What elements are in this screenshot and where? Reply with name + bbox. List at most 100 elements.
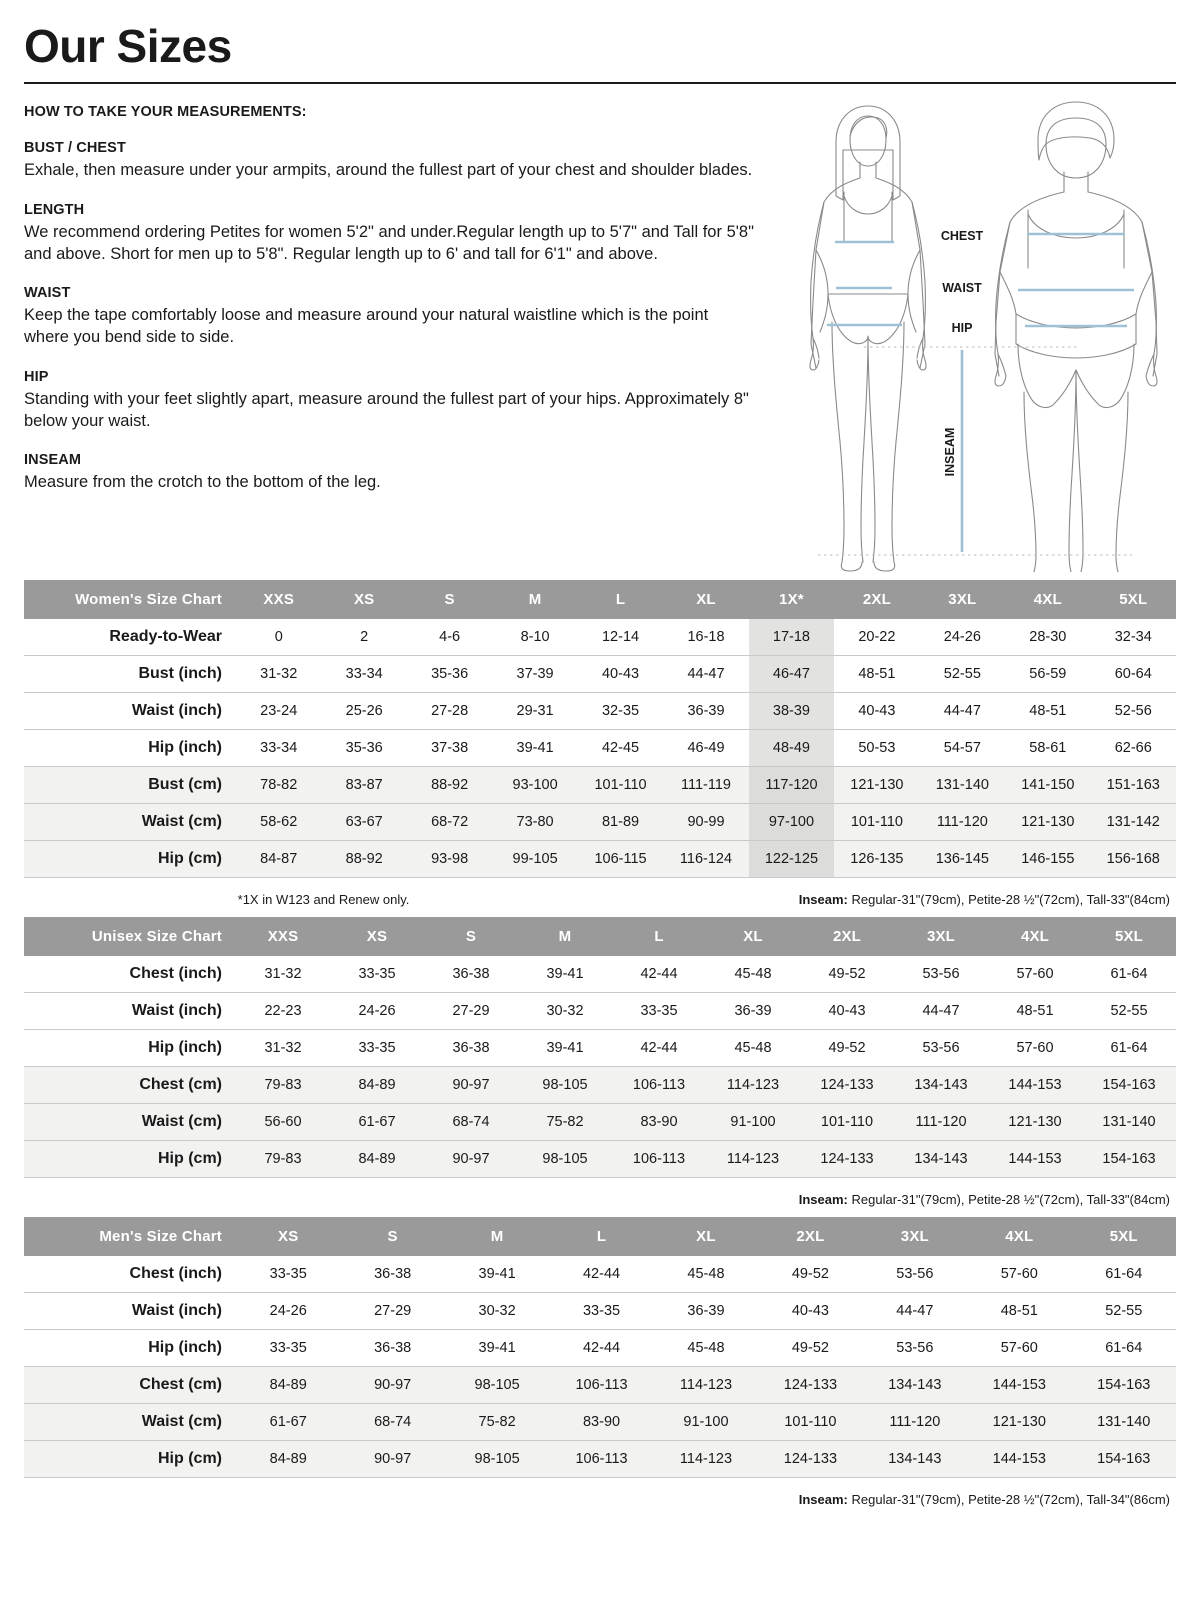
table-cell: 44-47 [896,1303,934,1320]
row-label: Waist (cm) [24,1103,236,1141]
column-header-3xl: 3XL [894,917,988,957]
column-header-4xl: 4XL [988,917,1082,957]
instruction-body: Keep the tape comfortably loose and meas… [24,306,709,347]
table-cell: 98-105 [444,1440,550,1478]
table-cell: 24-26 [269,1303,307,1320]
table-cell: 84-89 [330,1140,424,1178]
column-header-xs: XS [330,917,424,957]
body-measurement-diagram: CHEST WAIST HIP INSEAM [780,84,1176,573]
table-cell: 42-44 [582,1266,621,1283]
table-cell: 124-133 [758,1440,863,1478]
column-header-s: S [406,580,493,620]
table-cell: 114-123 [706,1066,800,1104]
table-cell: 61-67 [330,1103,424,1141]
table-cell: 36-39 [687,1303,725,1320]
table-block-unisex: Unisex Size Chart XXS XS S M L XL 2XL 3XL 4XL 5XL C… [24,917,1176,1209]
table-cell: 114-123 [653,1366,759,1404]
table-cell: 90-97 [340,1440,445,1478]
table-cell: 144-153 [988,1066,1082,1104]
table-cell: 45-48 [734,966,772,983]
table-cell: 39-41 [546,1040,584,1057]
table-cell: 56-59 [1029,666,1067,683]
row-label: Waist (inch) [131,702,222,720]
table-cell: 114-123 [653,1440,759,1478]
column-header-5xl: 5XL [1082,917,1176,957]
instruction-title: WAIST [24,285,71,302]
column-header-l: L [549,1217,654,1257]
table-row: Waist (inch) 22-23 24-26 27-29 30-32 33-35 36-… [24,993,1176,1030]
table-cell: 106-113 [549,1440,654,1478]
table-cell: 44-47 [687,666,725,683]
table-cell: 121-130 [988,1103,1082,1141]
table-row: Hip (inch) 31-32 33-35 36-38 39-41 42-44 45-48… [24,1030,1176,1067]
table-cell: 30-32 [546,1003,584,1020]
table-cell: 90-97 [340,1366,445,1404]
table-cell: 33-35 [640,1003,678,1020]
row-label: Bust (inch) [138,665,222,683]
table-cell: 38-39 [748,692,835,730]
table-cell: 84-87 [236,840,322,878]
row-label: Hip (cm) [24,1440,236,1478]
table-cell: 144-153 [967,1440,1072,1478]
table-cell: 122-125 [748,840,835,878]
table-cell: 52-55 [1110,1003,1148,1020]
table-row: Chest (cm) 79-83 84-89 90-97 98-105 106-113 11… [24,1066,1176,1104]
table-cell: 36-38 [374,1266,412,1283]
table-cell: 121-130 [967,1403,1072,1441]
table-cell: 53-56 [896,1340,934,1357]
table-header-row: Women's Size Chart XXS XS S M L XL 1X* 2XL 3XL 4XL… [24,580,1176,620]
table-cell: 136-145 [919,840,1006,878]
mens-table-title: Men's Size Chart [24,1217,236,1257]
table-cell: 116-124 [663,840,749,878]
column-header-4xl: 4XL [1005,580,1091,620]
unisex-table-title: Unisex Size Chart [24,917,236,957]
instruction-section-length: LENGTH We recommend ordering Petites for… [24,202,776,266]
table-cell: 131-140 [919,766,1006,804]
row-label: Chest (inch) [129,965,222,983]
table-cell: 68-72 [406,803,493,841]
row-label: Waist (inch) [131,1302,222,1320]
table-cell: 42-45 [601,740,640,757]
column-header-xs: XS [321,580,407,620]
table-row: Chest (inch) 33-35 36-38 39-41 42-44 45-48 49-… [24,1256,1176,1293]
womens-table-notes: *1X in W123 and Renew only. Inseam: Regul… [24,892,1176,909]
table-cell: 98-105 [518,1140,612,1178]
table-cell: 57-60 [1000,1340,1038,1357]
table-cell: 84-89 [236,1440,341,1478]
table-cell: 131-142 [1090,803,1176,841]
table-cell: 90-97 [424,1140,518,1178]
table-cell: 124-133 [800,1066,894,1104]
table-cell: 106-113 [612,1066,706,1104]
table-cell: 48-51 [1016,1003,1054,1020]
column-header-xs: XS [236,1217,341,1257]
table-cell: 134-143 [862,1440,968,1478]
table-cell: 2 [360,629,369,646]
table-cell: 131-140 [1082,1103,1176,1141]
table-cell: 31-32 [260,666,298,683]
table-cell: 126-135 [834,840,920,878]
table-row: Hip (cm) 79-83 84-89 90-97 98-105 106-113 114-… [24,1140,1176,1178]
table-cell: 35-36 [431,666,469,683]
footnote-inseam-label: Inseam: [798,1192,848,1208]
table-cell: 46-49 [687,740,725,757]
table-cell: 99-105 [492,840,578,878]
table-cell: 30-32 [478,1303,516,1320]
table-cell: 68-74 [424,1103,518,1141]
column-header-2xl: 2XL [834,580,920,620]
table-cell: 33-34 [345,666,383,683]
female-measure-lines [827,240,903,327]
table-cell: 29-31 [516,703,554,720]
table-cell: 39-41 [546,966,584,983]
table-cell: 24-26 [943,629,981,646]
instruction-section-waist: WAIST Keep the tape comfortably loose an… [24,285,776,349]
row-label: Hip (cm) [24,840,236,878]
table-cell: 42-44 [640,966,678,983]
table-cell: 151-163 [1090,766,1176,804]
table-cell: 17-18 [748,619,835,656]
table-cell: 134-143 [894,1140,988,1178]
table-cell: 61-64 [1105,1340,1143,1357]
column-header-3xl: 3XL [862,1217,968,1257]
table-cell: 36-38 [452,1040,490,1057]
table-row: Waist (cm) 58-62 63-67 68-72 73-80 81-89 90-99… [24,803,1176,841]
